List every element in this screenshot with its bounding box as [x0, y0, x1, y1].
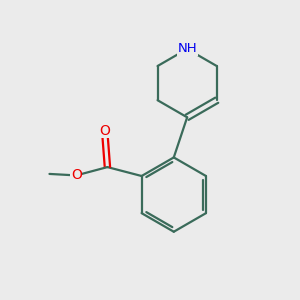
Text: NH: NH [177, 42, 197, 56]
Text: O: O [71, 168, 82, 182]
Text: O: O [100, 124, 110, 137]
